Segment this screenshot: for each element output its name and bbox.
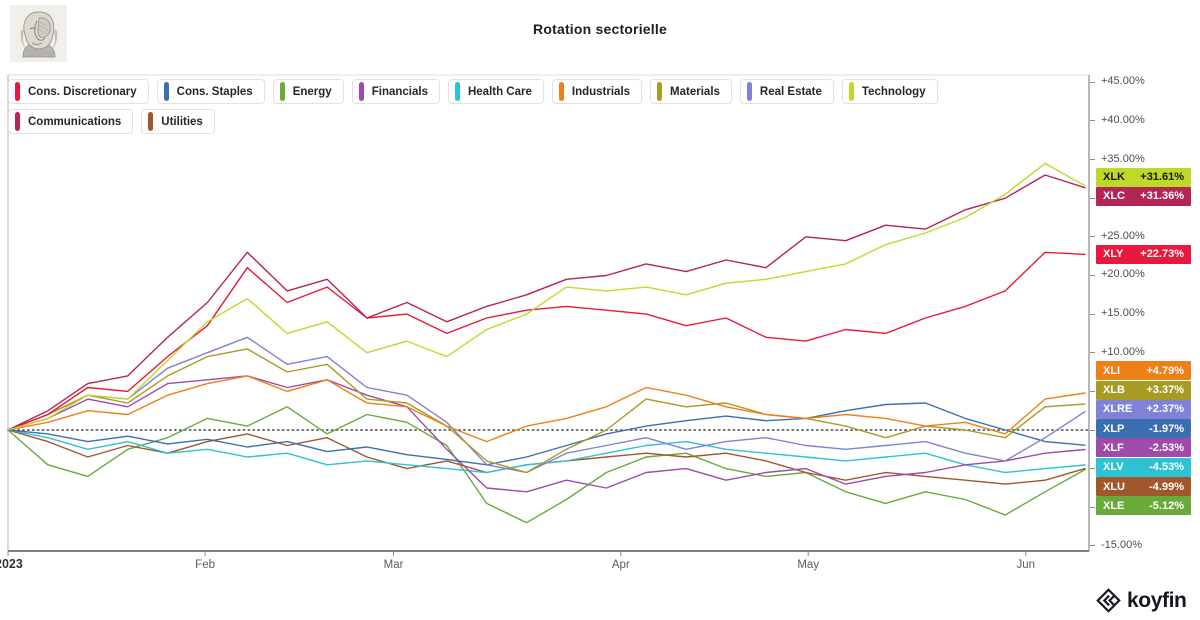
legend-chip-real-estate[interactable]: Real Estate xyxy=(739,79,834,104)
legend-chip-energy[interactable]: Energy xyxy=(272,79,344,104)
legend-chip-communications[interactable]: Communications xyxy=(8,109,134,134)
legend-color-bar xyxy=(163,82,169,101)
legend-chip-cons-staples[interactable]: Cons. Staples xyxy=(156,79,265,104)
series-line-xlre xyxy=(7,336,1086,474)
series-line-xlc xyxy=(7,174,1086,431)
legend-label: Technology xyxy=(861,85,926,98)
legend-color-bar xyxy=(454,82,460,101)
series-line-xlf xyxy=(7,375,1086,493)
x-axis-label: Apr xyxy=(612,559,630,571)
franklin-engraving xyxy=(10,5,67,62)
koyfin-logo-text: koyfin xyxy=(1127,588,1187,612)
legend-chip-technology[interactable]: Technology xyxy=(841,79,938,104)
legend-label: Materials xyxy=(670,85,720,98)
legend-label: Health Care xyxy=(467,85,532,98)
legend-chip-cons-discretionary[interactable]: Cons. Discretionary xyxy=(8,79,149,104)
series-line-xli xyxy=(7,375,1086,443)
legend-color-bar xyxy=(15,82,20,101)
chart-plot-area[interactable] xyxy=(8,75,1089,551)
koyfin-logo[interactable]: koyfin xyxy=(1096,588,1187,613)
legend-chip-utilities[interactable]: Utilities xyxy=(141,109,215,134)
x-axis-label: Mar xyxy=(384,559,404,571)
series-line-xlp xyxy=(7,402,1086,466)
legend-chip-health-care[interactable]: Health Care xyxy=(447,79,544,104)
legend-label: Real Estate xyxy=(759,85,822,98)
legend-label: Energy xyxy=(292,85,332,98)
legend-chip-materials[interactable]: Materials xyxy=(650,79,732,104)
sector-legend: Cons. Discretionary Cons. Staples Energy Fi… xyxy=(8,79,958,134)
series-line-xlb xyxy=(7,348,1086,474)
x-axis-label: May xyxy=(797,559,819,571)
legend-color-bar xyxy=(848,82,854,101)
x-axis-label: 2023 xyxy=(0,557,23,571)
legend-chip-financials[interactable]: Financials xyxy=(351,79,440,104)
koyfin-diamond-icon xyxy=(1096,588,1121,613)
legend-color-bar xyxy=(657,82,663,101)
x-axis-label: Jun xyxy=(1016,559,1035,571)
legend-color-bar xyxy=(279,82,285,101)
x-axis-label: Feb xyxy=(195,559,215,571)
legend-label: Utilities xyxy=(161,115,203,128)
legend-chip-industrials[interactable]: Industrials xyxy=(551,79,643,104)
legend-color-bar xyxy=(15,112,20,131)
legend-label: Financials xyxy=(371,85,428,98)
legend-label: Industrials xyxy=(571,85,631,98)
legend-color-bar xyxy=(746,82,752,101)
series-line-xle xyxy=(7,406,1086,524)
franklin-facepalm-image xyxy=(10,5,67,62)
legend-color-bar xyxy=(358,82,364,101)
legend-label: Cons. Discretionary xyxy=(28,85,137,98)
legend-label: Communications xyxy=(28,115,122,128)
page-title: Rotation sectorielle xyxy=(533,21,667,37)
series-line-xlk xyxy=(7,162,1086,431)
legend-color-bar xyxy=(558,82,564,101)
legend-label: Cons. Staples xyxy=(176,85,253,98)
legend-color-bar xyxy=(148,112,154,131)
